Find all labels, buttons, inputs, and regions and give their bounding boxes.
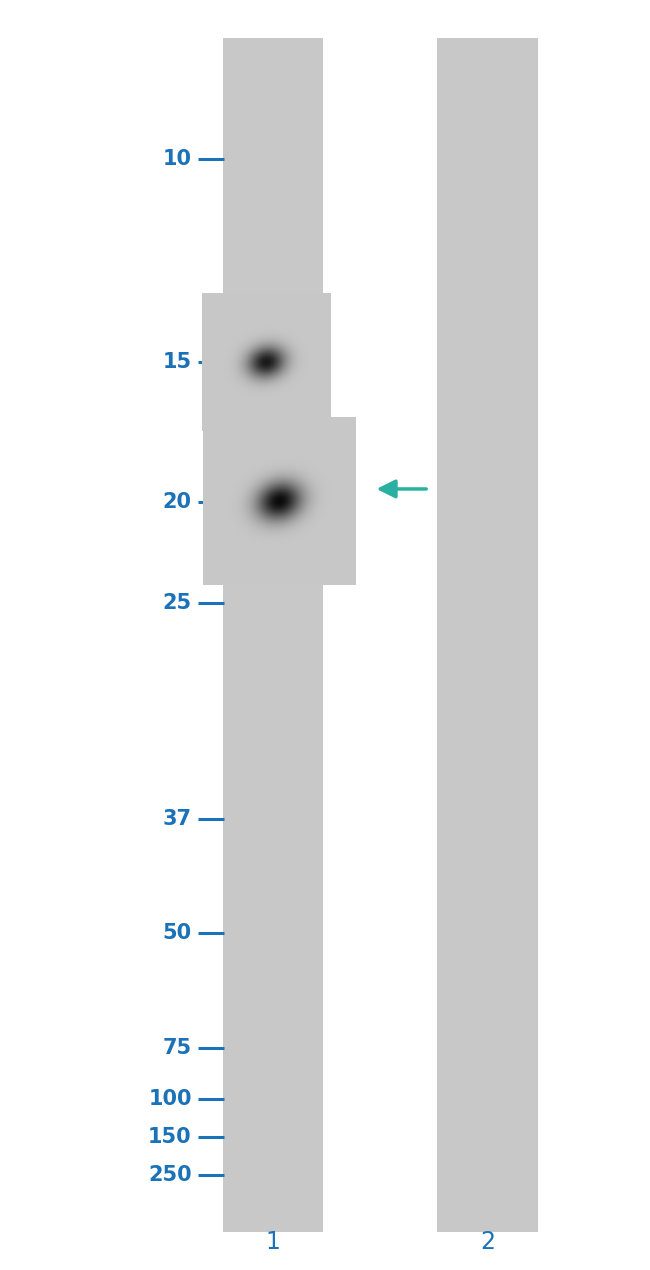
Text: 100: 100 [148,1088,192,1109]
Text: 15: 15 [162,352,192,372]
Text: 10: 10 [162,149,192,169]
Text: 1: 1 [266,1231,280,1253]
Text: 50: 50 [162,923,192,944]
Text: 250: 250 [148,1165,192,1185]
Text: 150: 150 [148,1126,192,1147]
Text: 2: 2 [480,1231,495,1253]
Bar [222,38,323,1232]
Bar [437,38,538,1232]
Text: 25: 25 [162,593,192,613]
Text: 37: 37 [162,809,192,829]
Text: 20: 20 [162,491,192,512]
Text: 75: 75 [162,1038,192,1058]
